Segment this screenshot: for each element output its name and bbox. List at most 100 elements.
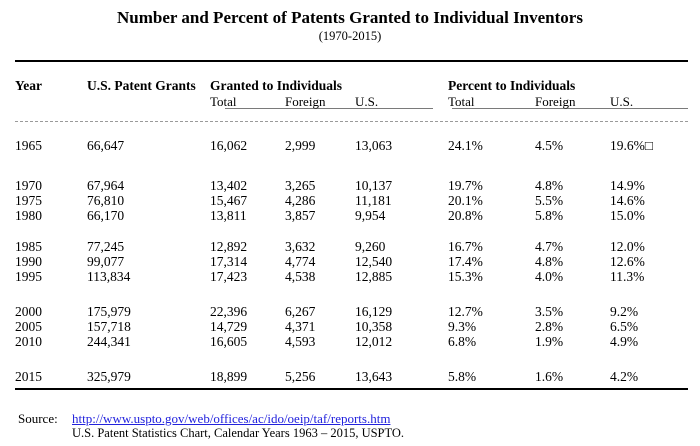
cell-granted-foreign: 4,538 (285, 269, 316, 284)
group-header-granted-to-individuals: Granted to Individuals (210, 78, 343, 93)
bottom-rule (15, 388, 688, 390)
cell-us-patent-grants: 66,647 (87, 138, 125, 153)
group-header-percent-to-individuals: Percent to Individuals (448, 78, 576, 93)
table-body: 1965 66,647 16,062 2,999 13,063 24.1% 4.… (15, 110, 688, 384)
cell-granted-us: 10,358 (355, 319, 393, 334)
cell-percent-total: 16.7% (448, 239, 483, 254)
cell-us-patent-grants: 244,341 (87, 334, 131, 349)
subheader-granted-foreign: Foreign (285, 94, 326, 109)
subheader-granted-total: Total (210, 94, 237, 109)
table-row: 1990 99,077 17,314 4,774 12,540 17.4% 4.… (15, 254, 688, 269)
cell-year: 1970 (15, 178, 42, 193)
percent-subheader-underline (452, 108, 688, 109)
spacer-row (15, 349, 688, 369)
cell-percent-foreign: 2.8% (535, 319, 564, 334)
cell-percent-us: 14.6% (610, 193, 645, 208)
cell-granted-us: 13,063 (355, 138, 393, 153)
cell-year: 1990 (15, 254, 42, 269)
cell-us-patent-grants: 66,170 (87, 208, 125, 223)
cell-granted-us: 9,260 (355, 239, 386, 254)
header-divider-rule (15, 121, 688, 122)
cell-percent-total: 6.8% (448, 334, 477, 349)
cell-granted-total: 17,423 (210, 269, 248, 284)
page-title: Number and Percent of Patents Granted to… (117, 8, 583, 27)
cell-granted-us: 13,643 (355, 369, 393, 384)
cell-year: 1985 (15, 239, 42, 254)
cell-percent-foreign: 3.5% (535, 304, 564, 319)
cell-percent-foreign: 5.5% (535, 193, 564, 208)
cell-year: 1995 (15, 269, 42, 284)
spacer-row (15, 284, 688, 304)
cell-granted-total: 14,729 (210, 319, 248, 334)
source-row: Source: http://www.uspto.gov/web/offices/… (18, 411, 678, 427)
cell-granted-foreign: 3,632 (285, 239, 316, 254)
cell-granted-us: 9,954 (355, 208, 386, 223)
cell-granted-us: 12,885 (355, 269, 393, 284)
cell-year: 2000 (15, 304, 42, 319)
cell-granted-us: 12,540 (355, 254, 393, 269)
subheader-empty-grants (87, 94, 210, 110)
cell-granted-foreign: 2,999 (285, 138, 316, 153)
source-link[interactable]: http://www.uspto.gov/web/offices/ac/ido/… (72, 411, 391, 426)
cell-percent-us: 4.2% (610, 369, 639, 384)
cell-granted-total: 22,396 (210, 304, 248, 319)
subheader-percent-foreign: Foreign (535, 94, 576, 109)
cell-granted-foreign: 6,267 (285, 304, 316, 319)
cell-us-patent-grants: 157,718 (87, 319, 131, 334)
source-label: Source: (18, 411, 58, 426)
table-row: 1985 77,245 12,892 3,632 9,260 16.7% 4.7… (15, 239, 688, 254)
cell-granted-us: 12,012 (355, 334, 393, 349)
cell-percent-total: 19.7% (448, 178, 483, 193)
cell-granted-total: 16,605 (210, 334, 248, 349)
header-row-groups: Year U.S. Patent Grants Granted to Indiv… (15, 72, 688, 94)
top-rule (15, 60, 688, 62)
cell-percent-foreign: 4.8% (535, 178, 564, 193)
source-citation: U.S. Patent Statistics Chart, Calendar Y… (72, 426, 405, 440)
cell-percent-total: 12.7% (448, 304, 483, 319)
table-row: 2005 157,718 14,729 4,371 10,358 9.3% 2.… (15, 319, 688, 334)
header-row-subcolumns: Total Foreign U.S. Total Foreign U.S. (15, 94, 688, 110)
column-header-year: Year (15, 78, 42, 93)
cell-granted-foreign: 5,256 (285, 369, 316, 384)
column-header-us-patent-grants: U.S. Patent Grants (87, 78, 196, 93)
cell-granted-total: 16,062 (210, 138, 248, 153)
cell-granted-total: 13,402 (210, 178, 248, 193)
table-row: 2000 175,979 22,396 6,267 16,129 12.7% 3… (15, 304, 688, 319)
table-row: 1965 66,647 16,062 2,999 13,063 24.1% 4.… (15, 138, 688, 153)
cell-percent-total: 9.3% (448, 319, 477, 334)
subheader-percent-us: U.S. (610, 94, 634, 109)
cell-granted-us: 16,129 (355, 304, 393, 319)
table-row: 1995 113,834 17,423 4,538 12,885 15.3% 4… (15, 269, 688, 284)
cell-percent-total: 17.4% (448, 254, 483, 269)
cell-percent-foreign: 5.8% (535, 208, 564, 223)
cell-us-patent-grants: 99,077 (87, 254, 125, 269)
cell-granted-us: 10,137 (355, 178, 393, 193)
cell-percent-us: 15.0% (610, 208, 645, 223)
cell-granted-foreign: 4,286 (285, 193, 316, 208)
cell-percent-foreign: 4.5% (535, 138, 564, 153)
cell-percent-foreign: 4.8% (535, 254, 564, 269)
table-row: 1980 66,170 13,811 3,857 9,954 20.8% 5.8… (15, 208, 688, 223)
table-row: 2015 325,979 18,899 5,256 13,643 5.8% 1.… (15, 369, 688, 384)
cell-percent-us: 11.3% (610, 269, 645, 284)
cell-percent-us: 12.6% (610, 254, 645, 269)
cell-percent-total: 20.1% (448, 193, 483, 208)
cell-granted-foreign: 4,371 (285, 319, 316, 334)
cell-us-patent-grants: 77,245 (87, 239, 125, 254)
cell-year: 1965 (15, 138, 42, 153)
cell-percent-foreign: 1.9% (535, 334, 564, 349)
cell-granted-total: 18,899 (210, 369, 248, 384)
spacer-row (15, 110, 688, 138)
subheader-percent-total: Total (448, 94, 475, 109)
subheader-granted-us: U.S. (355, 94, 379, 109)
spacer-row (15, 153, 688, 178)
cell-percent-us: 6.5% (610, 319, 639, 334)
cell-us-patent-grants: 175,979 (87, 304, 131, 319)
table-row: 1970 67,964 13,402 3,265 10,137 19.7% 4.… (15, 178, 688, 193)
cell-year: 1980 (15, 208, 42, 223)
cell-granted-foreign: 3,265 (285, 178, 316, 193)
table-row: 2010 244,341 16,605 4,593 12,012 6.8% 1.… (15, 334, 688, 349)
cell-percent-total: 15.3% (448, 269, 483, 284)
cell-percent-us: 12.0% (610, 239, 645, 254)
cell-granted-total: 15,467 (210, 193, 248, 208)
